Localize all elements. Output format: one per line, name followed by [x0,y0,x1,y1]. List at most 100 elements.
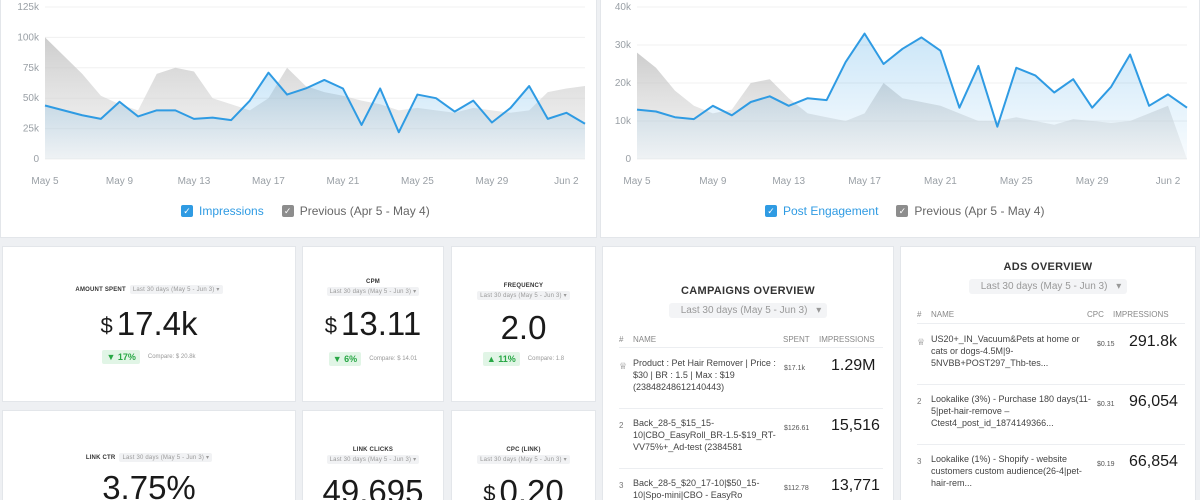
x-tick-label: May 21 [327,176,360,187]
legend-label: Previous (Apr 5 - May 4) [299,204,430,218]
table-row[interactable]: ♕ US20+_IN_Vacuum&Pets at home or cats o… [917,333,1185,385]
x-tick-label: May 5 [31,176,59,187]
spent-value: $112.78 [784,485,809,492]
period-label: Last 30 days (May 5 - Jun 3) [132,287,215,293]
post-engagement-chart-panel: 40k 30k 20k 10k 0 May 5 May 9 May 13 May 17 May 2… [600,0,1200,238]
row-index: 3 [917,457,922,466]
metric-footer: ▲ 11% Compare: 1.8 [452,352,595,366]
impressions-value: 1.29M [831,357,876,374]
period-dropdown-wrap: Last 30 days (May 5 - Jun 3) ▾ [901,279,1195,294]
metric-header: AMOUNT SPENT Last 30 days (May 5 - Jun 3… [3,285,295,294]
legend-post-engagement[interactable]: ✓ Post Engagement [765,204,878,218]
checkbox-checked-icon[interactable]: ✓ [896,205,909,217]
x-tick-label: May 13 [178,176,211,187]
checkbox-checked-icon[interactable]: ✓ [281,205,294,217]
table-row[interactable]: 3 Back_28-5_$20_17-10|$50_15-10|Spo-mini… [619,477,883,500]
col-idx: # [619,335,624,344]
period-dropdown[interactable]: Last 30 days (May 5 - Jun 3) ▾ [668,303,828,318]
metric-title: CPM [366,279,380,285]
col-impressions[interactable]: IMPRESSIONS [819,335,875,344]
period-dropdown[interactable]: Last 30 days (May 5 - Jun 3) ▾ [119,453,213,462]
x-tick-label: May 17 [848,176,881,187]
metric-number: 13.11 [341,305,422,342]
metric-title: LINK CLICKS [352,447,394,453]
trophy-icon: ♕ [917,337,926,347]
metric-number: 3.75% [102,469,196,500]
period-dropdown[interactable]: Last 30 days (May 5 - Jun 3) ▾ [477,455,570,464]
x-tick-label: May 21 [924,176,957,187]
change-badge: ▼ 17% [102,350,140,364]
x-tick-label: May 13 [772,176,805,187]
period-dropdown-wrap: Last 30 days (May 5 - Jun 3) ▾ [603,303,893,318]
ad-name[interactable]: Lookalike (3%) - Purchase 180 days(11-5|… [931,394,1091,428]
table-row[interactable]: 2 Back_28-5_$15_15-10|CBO_EasyRoll_BR-1.… [619,417,883,469]
y-tick-label: 10k [615,116,632,127]
metric-value: 3.75% [3,469,295,500]
metric-footer: ▼ 6% Compare: $ 14.01 [303,352,443,366]
campaign-name[interactable]: Product : Pet Hair Remover | Price : $30… [633,358,776,392]
compare-text: Compare: 1.8 [527,356,565,362]
period-label: Last 30 days (May 5 - Jun 3) [480,457,562,463]
impressions-value: 13,771 [831,477,880,494]
x-tick-label: May 29 [475,176,508,187]
current-series-line[interactable] [44,71,586,134]
current-series-area [637,33,1187,159]
current-series-line[interactable] [636,32,1188,128]
spent-value: $17.1k [784,365,806,372]
period-dropdown[interactable]: Last 30 days (May 5 - Jun 3) ▾ [968,279,1128,294]
currency-symbol: $ [324,313,338,338]
col-cpc[interactable]: CPC [1087,310,1104,319]
legend-label: Post Engagement [783,204,879,218]
table-row[interactable]: ♕ Product : Pet Hair Remover | Price : $… [619,357,883,409]
x-tick-label: May 17 [252,176,285,187]
metric-card-frequency: FREQUENCY Last 30 days (May 5 - Jun 3) ▾… [451,246,596,402]
impressions-value: 96,054 [1129,393,1178,410]
col-name[interactable]: NAME [633,335,657,344]
table-title: ADS OVERVIEW [1003,261,1093,273]
table-row[interactable]: 2 Lookalike (3%) - Purchase 180 days(11-… [917,393,1185,445]
col-impressions[interactable]: IMPRESSIONS [1113,310,1169,319]
period-label: Last 30 days (May 5 - Jun 3) [974,279,1114,294]
campaign-name[interactable]: Back_28-5_$15_15-10|CBO_EasyRoll_BR-1.5-… [633,418,776,452]
ad-name[interactable]: Lookalike (1%) - Shopify - website custo… [931,454,1082,488]
metric-title: AMOUNT SPENT [75,286,126,293]
compare-text: Compare: $ 20.8k [147,354,196,360]
period-label: Last 30 days (May 5 - Jun 3) [674,303,814,318]
metric-number: 17.4k [116,305,198,342]
cpc-value: $0.19 [1097,461,1115,468]
change-badge: ▲ 11% [482,352,520,366]
metric-title: CPC (LINK) [506,447,541,453]
metric-header: CPM Last 30 days (May 5 - Jun 3) ▾ [303,279,443,296]
campaign-name[interactable]: Back_28-5_$20_17-10|$50_15-10|Spo-mini|C… [633,478,760,500]
period-dropdown[interactable]: Last 30 days (May 5 - Jun 3) ▾ [477,291,570,300]
legend-label: Previous (Apr 5 - May 4) [914,204,1045,218]
legend-impressions[interactable]: ✓ Impressions [181,204,264,218]
table-title: CAMPAIGNS OVERVIEW [681,285,815,297]
table-row[interactable]: 3 Lookalike (1%) - Shopify - website cus… [917,453,1185,500]
x-tick-label: Jun 2 [554,176,579,187]
y-tick-label: 0 [625,154,631,165]
header-divider [917,323,1185,324]
x-tick-label: May 25 [401,176,434,187]
row-index: ♕ [619,361,627,372]
checkbox-checked-icon[interactable]: ✓ [765,205,777,217]
col-spent[interactable]: SPENT [783,335,810,344]
legend-previous[interactable]: ✓ Previous (Apr 5 - May 4) [281,204,430,218]
period-dropdown[interactable]: Last 30 days (May 5 - Jun 3) ▾ [326,287,420,296]
metric-value: 2.0 [452,309,595,347]
x-tick-label: May 25 [1000,176,1033,187]
checkbox-checked-icon[interactable]: ✓ [181,205,193,217]
period-dropdown[interactable]: Last 30 days (May 5 - Jun 3) ▾ [129,285,223,294]
currency-symbol: $ [100,313,113,338]
ad-name[interactable]: US20+_IN_Vacuum&Pets at home or cats or … [931,334,1080,368]
metric-card-cpc-link: CPC (LINK) Last 30 days (May 5 - Jun 3) … [451,410,596,500]
period-label: Last 30 days (May 5 - Jun 3) [122,455,205,461]
post-engagement-chart: 40k 30k 20k 10k 0 May 5 May 9 May 13 May 17 May 2… [615,2,1188,187]
y-tick-label: 0 [33,154,39,165]
col-name[interactable]: NAME [931,310,955,319]
campaigns-overview-panel: CAMPAIGNS OVERVIEW Last 30 days (May 5 -… [602,246,894,500]
period-dropdown[interactable]: Last 30 days (May 5 - Jun 3) ▾ [326,455,420,464]
legend-previous[interactable]: ✓ Previous (Apr 5 - May 4) [896,204,1044,218]
period-label: Last 30 days (May 5 - Jun 3) [480,293,562,299]
period-label: Last 30 days (May 5 - Jun 3) [329,289,412,295]
